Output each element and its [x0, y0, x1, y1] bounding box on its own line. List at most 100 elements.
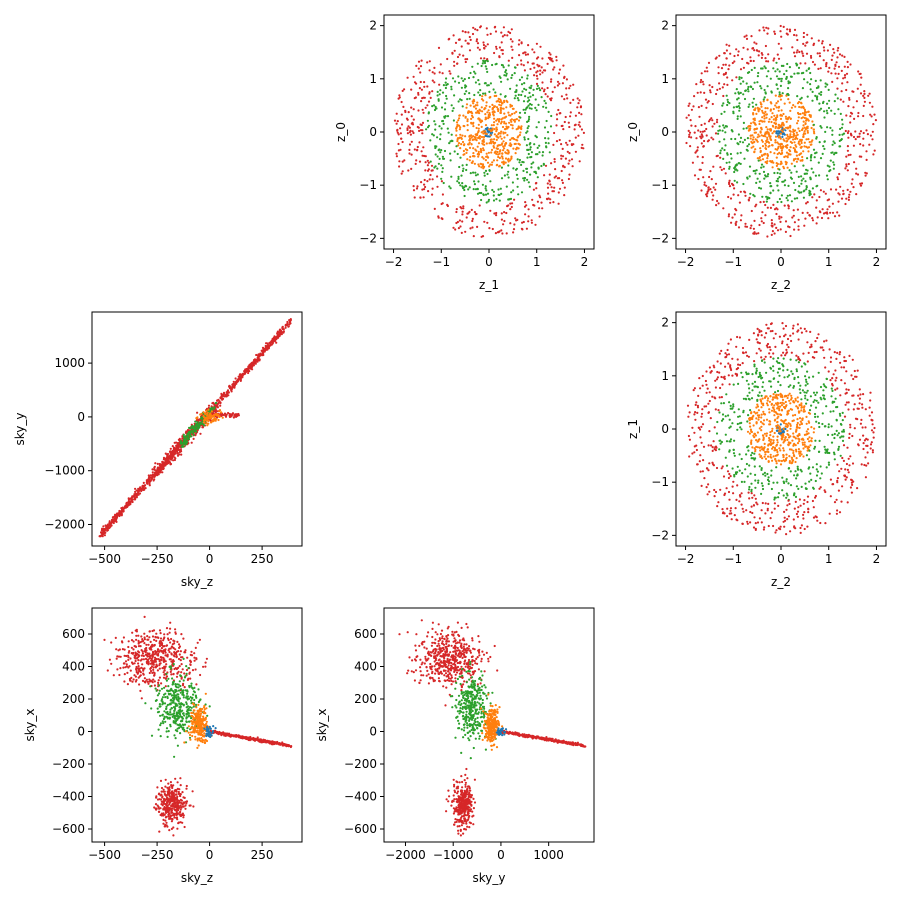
- point-z2-z1-middle-504: [816, 470, 820, 473]
- point-z2-z0-middle-611: [750, 85, 753, 89]
- point-z1-z0-outer-1065: [414, 162, 417, 165]
- point-z2-z1-inner-321: [806, 447, 809, 450]
- point-z1-z0-middle-707: [532, 161, 535, 164]
- point-z1-z0-middle-495: [526, 74, 529, 77]
- point-z2-z0-outer-904: [867, 94, 870, 97]
- point-z1-z0-middle-776: [547, 142, 550, 145]
- point-z2-z0-inner-349: [770, 120, 773, 124]
- point-z1-z0-outer-1195: [416, 145, 419, 149]
- point-skyz-skyy-inner-1489: [195, 417, 198, 420]
- point-skyz-skyy-outer-1177: [171, 445, 174, 448]
- point-z1-z0-outer-1363: [411, 123, 415, 126]
- point-z1-z0-outer-1365: [541, 71, 544, 74]
- point-z1-z0-outer-1078: [486, 58, 489, 61]
- point-z1-z0-inner-292: [482, 149, 485, 152]
- point-z1-z0-outer-1137: [478, 204, 481, 207]
- point-skyz-skyy-inner-1436: [207, 408, 210, 411]
- point-z1-z0-inner-370: [494, 150, 497, 153]
- scatter-marks-z2-z0: [685, 24, 878, 238]
- point-z1-z0-middle-520: [448, 142, 451, 145]
- point-z2-z0-outer-1091: [845, 163, 848, 166]
- point-z1-z0-middle-849: [436, 155, 439, 158]
- point-z2-z1-inner-271: [805, 433, 808, 436]
- point-z1-z0-outer-932: [417, 93, 420, 96]
- point-z2-z0-outer-973: [848, 193, 851, 196]
- point-z2-z0-outer-1410: [731, 79, 734, 82]
- point-z2-z0-middle-860: [778, 197, 782, 201]
- point-z1-z0-middle-798: [502, 66, 505, 69]
- point-z2-z0-middle-701: [797, 66, 801, 69]
- point-z2-z0-middle-827: [736, 181, 739, 184]
- point-z2-z0-outer-1095: [709, 188, 712, 191]
- point-skyz-skyy-outer-760: [218, 401, 221, 404]
- point-z2-z0-inner-397: [802, 133, 805, 136]
- point-z1-z0-middle-876: [492, 194, 495, 197]
- point-z1-z0-middle-639: [458, 181, 461, 184]
- point-z2-z0-middle-562: [721, 129, 724, 132]
- point-z2-z0-outer-1306: [869, 113, 872, 116]
- point-z1-z0-outer-1006: [526, 53, 530, 56]
- point-z1-z0-inner-364: [504, 128, 507, 131]
- point-z2-z0-inner-234: [776, 114, 779, 117]
- point-z2-z0-outer-1296: [697, 129, 700, 132]
- point-z1-z0-outer-1140: [483, 220, 486, 223]
- point-skyz-skyy-outer-297: [247, 371, 250, 375]
- point-z2-z0-outer-1183: [773, 57, 776, 60]
- point-z1-z0-outer-1096: [550, 97, 553, 100]
- point-z1-z0-outer-1189: [560, 157, 563, 160]
- point-z2-z0-inner-401: [766, 160, 769, 163]
- point-z1-z0-inner-458: [498, 150, 502, 153]
- point-z2-z0-middle-588: [827, 106, 831, 110]
- point-z1-z0-inner-444: [502, 149, 505, 152]
- point-z2-z0-middle-561: [756, 75, 760, 78]
- point-z1-z0-inner-127: [482, 157, 485, 160]
- point-z2-z1-inner-165: [768, 400, 772, 403]
- point-z2-z1-inner-367: [761, 422, 764, 425]
- point-skyz-skyy-outer-1142: [196, 411, 199, 414]
- point-z2-z0-outer-1340: [828, 205, 831, 208]
- point-z1-z0-outer-1278: [520, 59, 523, 62]
- point-z2-z1-inner-360: [746, 430, 750, 433]
- point-z1-z0-inner-474: [506, 126, 509, 130]
- point-z1-z0-outer-1359: [449, 72, 452, 75]
- point-z2-z0-middle-524: [721, 104, 724, 107]
- point-z1-z0-outer-966: [470, 208, 473, 211]
- point-z1-z0-inner-93: [489, 163, 492, 166]
- xtick-label-z2-z0-1: −1: [724, 255, 742, 269]
- point-z1-z0-outer-1019: [527, 44, 530, 47]
- point-skyz-skyy-outer-798: [236, 379, 240, 382]
- point-z1-z0-middle-818: [449, 140, 452, 143]
- point-skyz-skyy-outer-1000: [201, 426, 205, 429]
- point-z1-z0-middle-486: [516, 158, 519, 161]
- point-z1-z0-outer-1263: [446, 203, 449, 206]
- point-z1-z0-middle-832: [449, 152, 452, 155]
- point-z1-z0-middle-714: [468, 92, 471, 95]
- xtick-label-z2-z0-0: −2: [677, 255, 695, 269]
- point-z2-z0-outer-1061: [782, 25, 785, 28]
- point-z2-z0-outer-1199: [729, 197, 733, 200]
- point-z1-z0-outer-901: [454, 228, 457, 231]
- point-z2-z1-inner-476: [776, 420, 779, 424]
- point-z1-z0-middle-843: [472, 188, 475, 191]
- point-z2-z1-inner-380: [785, 456, 788, 459]
- point-z2-z0-outer-1406: [752, 59, 755, 63]
- point-z2-z0-inner-425: [769, 128, 772, 131]
- point-skyz-skyy-outer-791: [108, 520, 111, 523]
- point-z1-z0-inner-385: [464, 135, 467, 138]
- point-z1-z0-inner-336: [464, 116, 467, 119]
- point-z1-z0-middle-601: [473, 183, 476, 186]
- point-z2-z1-inner-66: [794, 413, 797, 417]
- point-z1-z0-inner-467: [495, 134, 498, 137]
- point-z1-z0-middle-829: [466, 98, 469, 101]
- point-z1-z0-outer-1390: [427, 190, 430, 193]
- point-z2-z0-outer-919: [752, 227, 756, 230]
- point-z1-z0-inner-363: [512, 147, 515, 150]
- point-z2-z0-middle-857: [818, 102, 821, 105]
- ytick-label-skyz-skyy-1: −1000: [44, 464, 85, 478]
- point-z1-z0-outer-1336: [426, 104, 429, 107]
- point-skyz-skyy-outer-1027: [178, 450, 181, 454]
- point-z1-z0-innermost-28: [487, 131, 490, 134]
- point-z2-z0-middle-550: [743, 97, 747, 101]
- point-z2-z0-inner-150: [771, 124, 775, 127]
- point-z1-z0-outer-963: [553, 86, 556, 89]
